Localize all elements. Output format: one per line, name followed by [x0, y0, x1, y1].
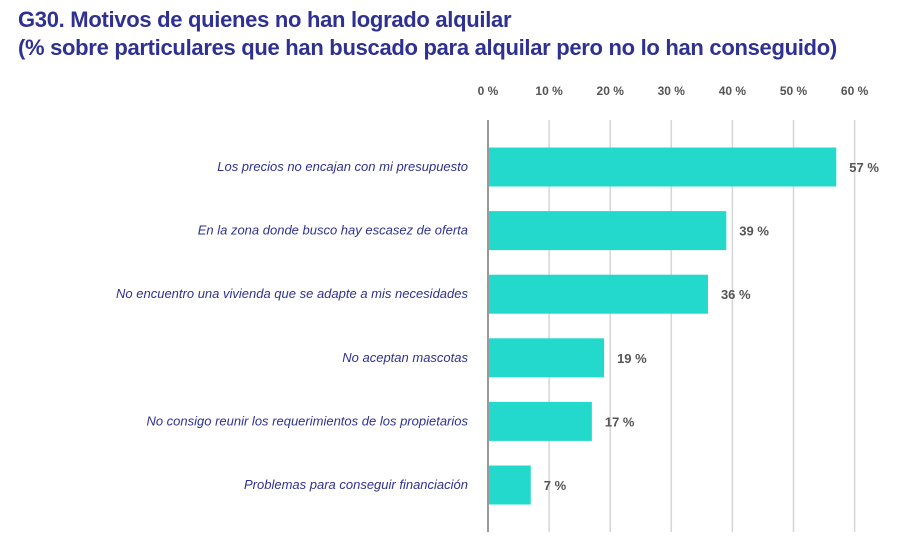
- bar: [488, 147, 837, 187]
- value-label: 7 %: [544, 478, 567, 493]
- chart-title-line-2: (% sobre particulares que han buscado pa…: [18, 35, 837, 60]
- value-label: 19 %: [617, 351, 647, 366]
- chart-title: G30. Motivos de quienes no han logrado a…: [18, 6, 837, 62]
- value-label: 39 %: [739, 224, 769, 239]
- bar: [488, 211, 727, 251]
- x-tick-label: 30 %: [658, 84, 686, 98]
- bar: [488, 274, 708, 314]
- category-label: No encuentro una vivienda que se adapte …: [116, 286, 468, 301]
- chart-title-line-1: G30. Motivos de quienes no han logrado a…: [18, 7, 512, 32]
- value-label: 36 %: [721, 287, 751, 302]
- category-label: No consigo reunir los requerimientos de …: [146, 413, 468, 428]
- bar: [488, 465, 531, 505]
- x-tick-label: 20 %: [597, 84, 625, 98]
- bar: [488, 401, 592, 441]
- category-label: Problemas para conseguir financiación: [244, 477, 468, 492]
- bar: [488, 338, 605, 378]
- value-label: 57 %: [849, 160, 879, 175]
- x-tick-label: 0 %: [478, 84, 499, 98]
- category-label: Los precios no encajan con mi presupuest…: [217, 159, 468, 174]
- category-label: No aceptan mascotas: [342, 350, 468, 365]
- x-tick-label: 50 %: [780, 84, 808, 98]
- value-label: 17 %: [605, 414, 635, 429]
- x-tick-label: 40 %: [719, 84, 747, 98]
- category-label: En la zona donde busco hay escasez de of…: [198, 223, 468, 238]
- x-tick-label: 10 %: [535, 84, 563, 98]
- x-tick-label: 60 %: [841, 84, 869, 98]
